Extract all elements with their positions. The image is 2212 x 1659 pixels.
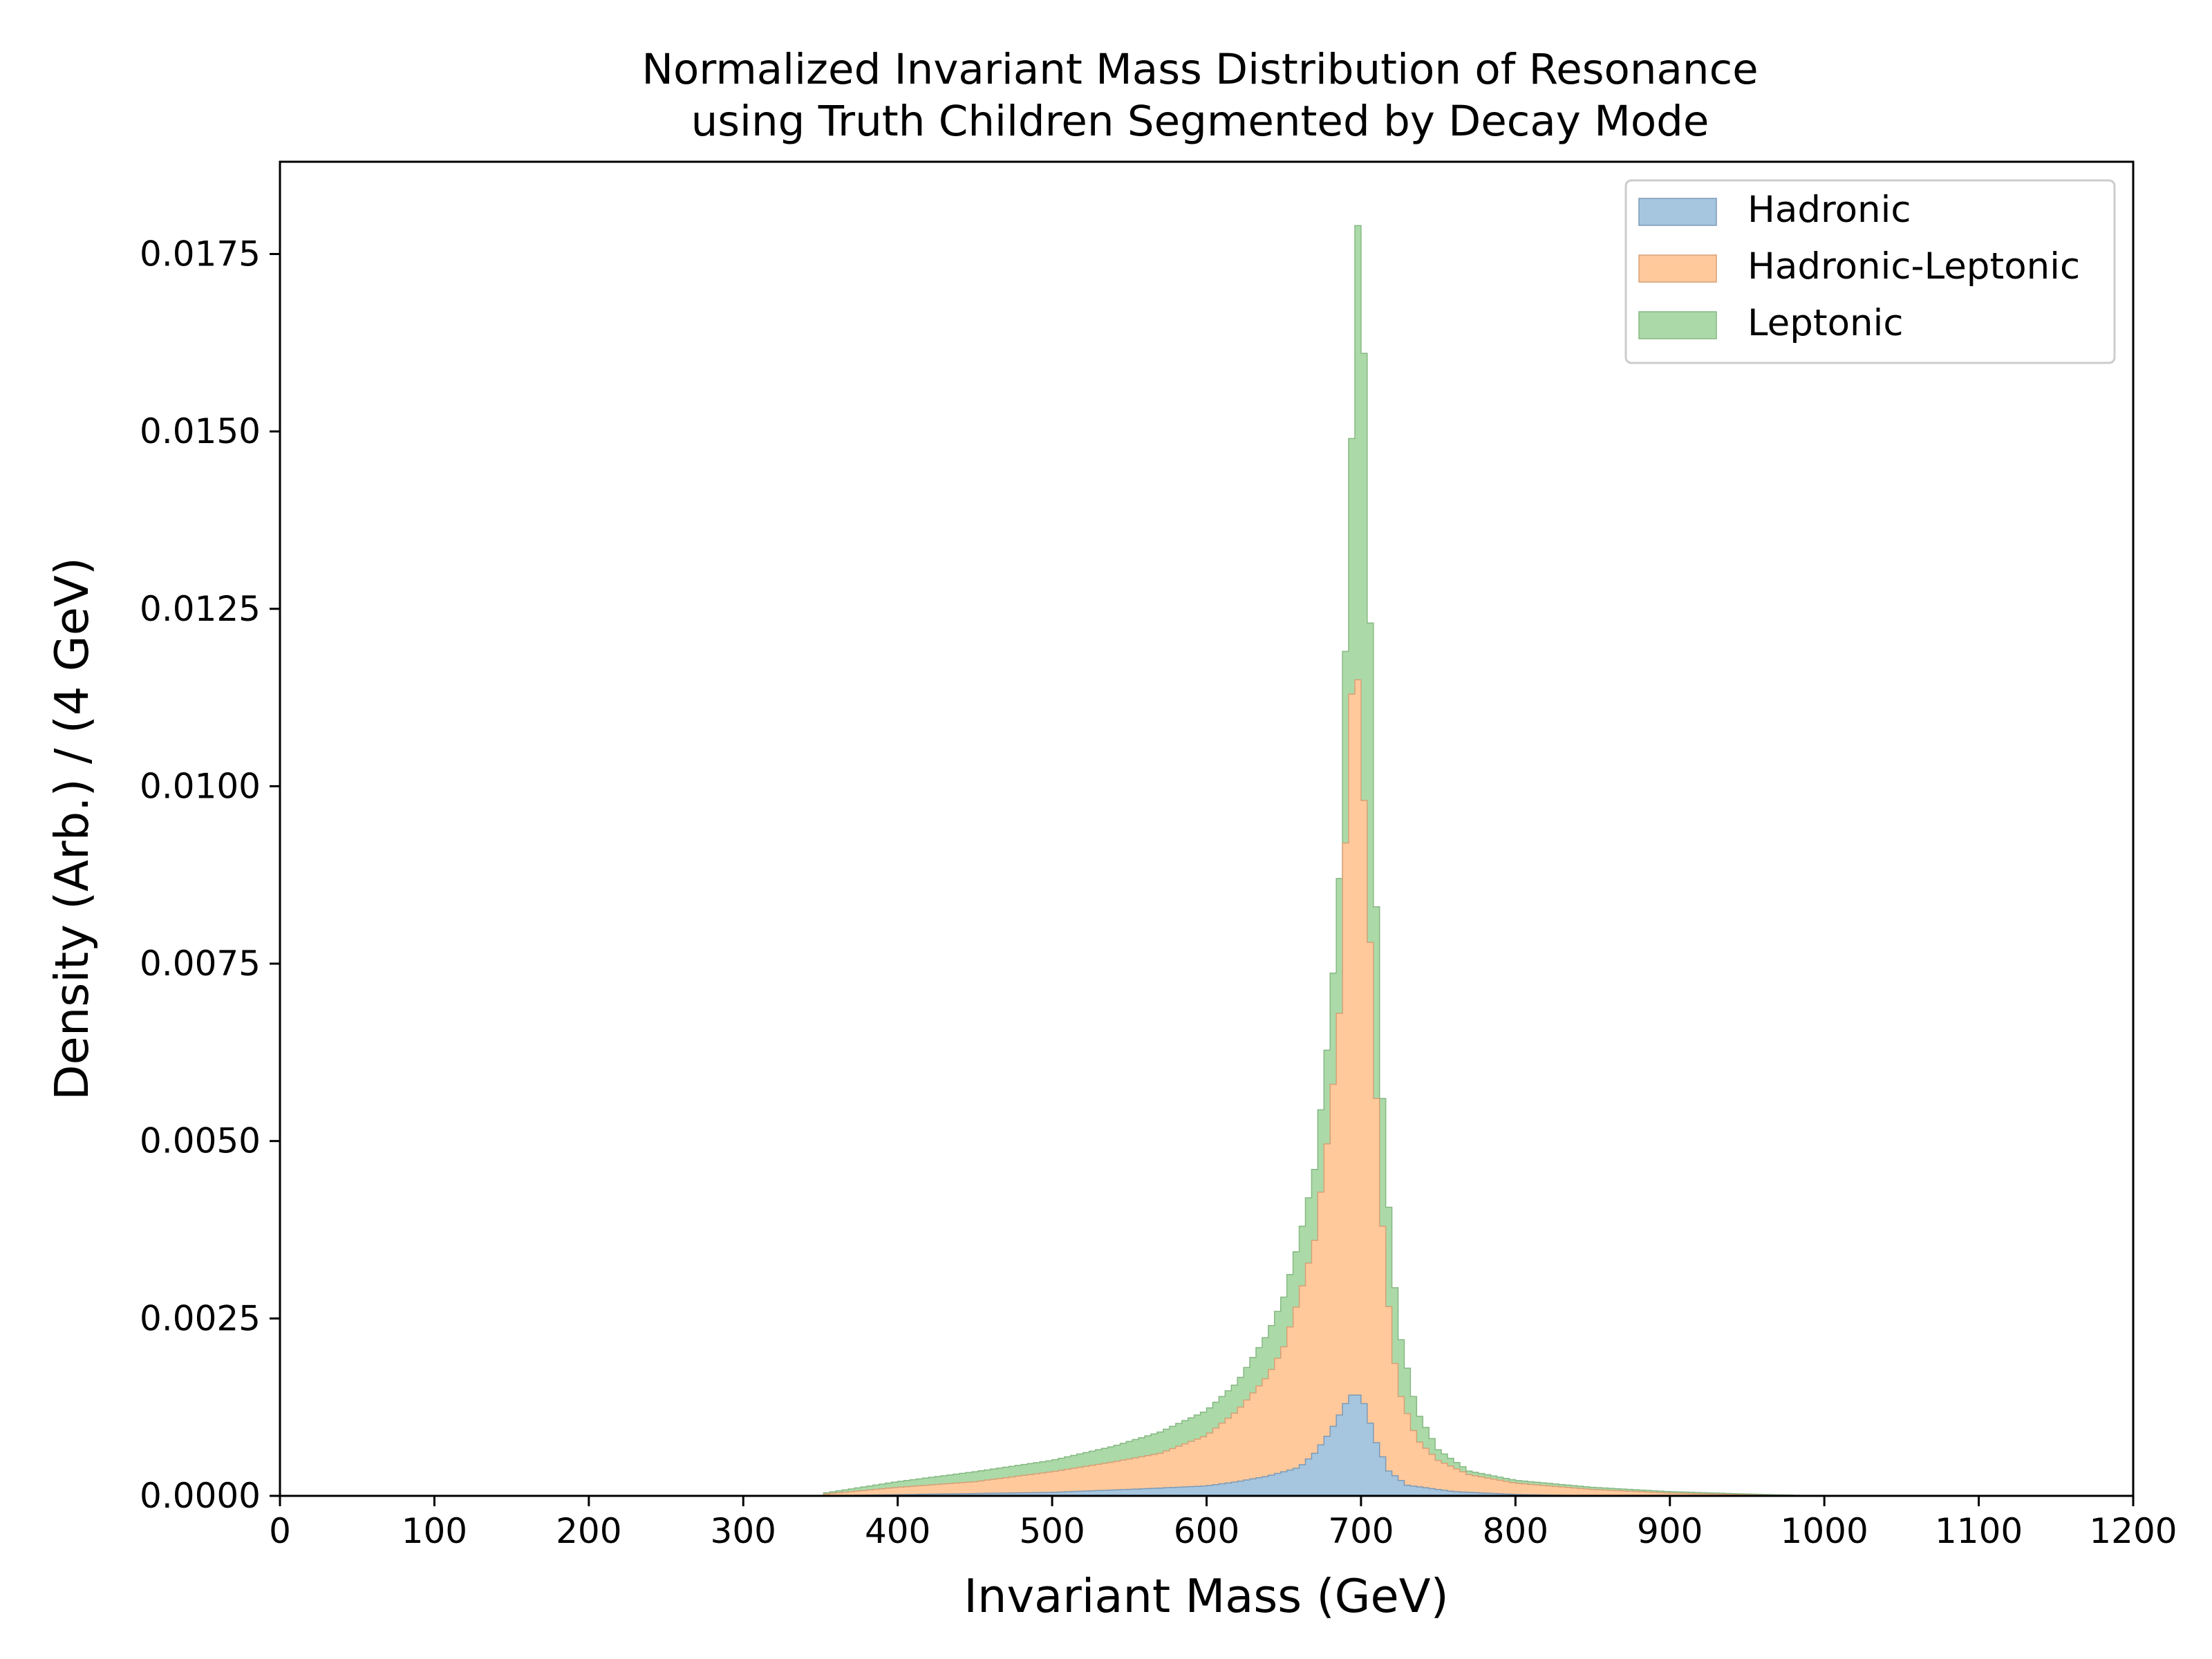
x-tick-label: 1200 [2089,1511,2177,1551]
y-tick-label: 0.0125 [140,589,261,629]
x-tick-label: 200 [556,1511,621,1551]
x-tick-label: 800 [1483,1511,1548,1551]
legend-swatch [1638,198,1717,226]
x-tick-label: 100 [402,1511,467,1551]
x-tick-label: 900 [1637,1511,1703,1551]
legend-label: Hadronic [1747,189,1911,231]
y-tick-label: 0.0075 [140,944,261,984]
plot-area-background [280,162,2133,1496]
chart-title-line-1: Normalized Invariant Mass Distribution o… [641,45,1758,94]
legend-swatch [1638,311,1717,339]
y-axis-ticks: 0.0000 0.0025 0.0050 0.0075 0.0100 0.0125 0.01… [140,234,280,1516]
legend-item: Leptonic [1638,302,1904,344]
y-tick-label: 0.0175 [140,234,261,274]
x-tick-label: 600 [1174,1511,1239,1551]
chart-title-line-2: using Truth Children Segmented by Decay … [691,97,1709,146]
y-tick-label: 0.0100 [140,766,261,806]
legend-frame [1624,179,2116,364]
x-tick-label: 1000 [1781,1511,1868,1551]
legend-swatch [1638,254,1717,283]
legend-label: Hadronic-Leptonic [1747,245,2080,288]
x-tick-label: 400 [865,1511,930,1551]
x-tick-label: 0 [269,1511,291,1551]
y-tick-label: 0.0150 [140,411,261,451]
legend-item: Hadronic-Leptonic [1638,245,2080,288]
legend-label: Leptonic [1747,302,1904,344]
x-tick-label: 500 [1019,1511,1085,1551]
x-tick-label: 700 [1328,1511,1394,1551]
legend: Hadronic Hadronic-Leptonic Leptonic [1624,179,2116,364]
x-tick-label: 300 [711,1511,776,1551]
y-tick-label: 0.0000 [140,1476,261,1516]
chart-title: Normalized Invariant Mass Distribution o… [641,45,1758,146]
y-axis-label: Density (Arb.) / (4 GeV) [45,557,99,1100]
legend-item: Hadronic [1638,189,1911,231]
x-axis-label: Invariant Mass (GeV) [964,1569,1448,1623]
y-tick-label: 0.0050 [140,1121,261,1161]
y-tick-label: 0.0025 [140,1298,261,1338]
x-axis-ticks: 0 100 200 300 400 500 600 700 800 900 1000 1100 1200 [269,1496,2177,1551]
x-tick-label: 1100 [1935,1511,2023,1551]
